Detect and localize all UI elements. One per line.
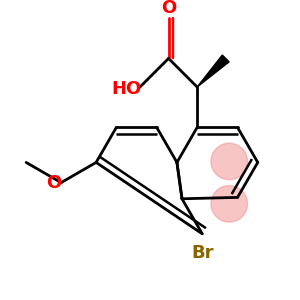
Ellipse shape: [211, 185, 247, 222]
Text: O: O: [161, 0, 176, 17]
Text: O: O: [46, 174, 61, 192]
Polygon shape: [197, 55, 229, 87]
Ellipse shape: [211, 143, 247, 180]
Text: HO: HO: [111, 80, 142, 98]
Text: Br: Br: [191, 244, 213, 262]
